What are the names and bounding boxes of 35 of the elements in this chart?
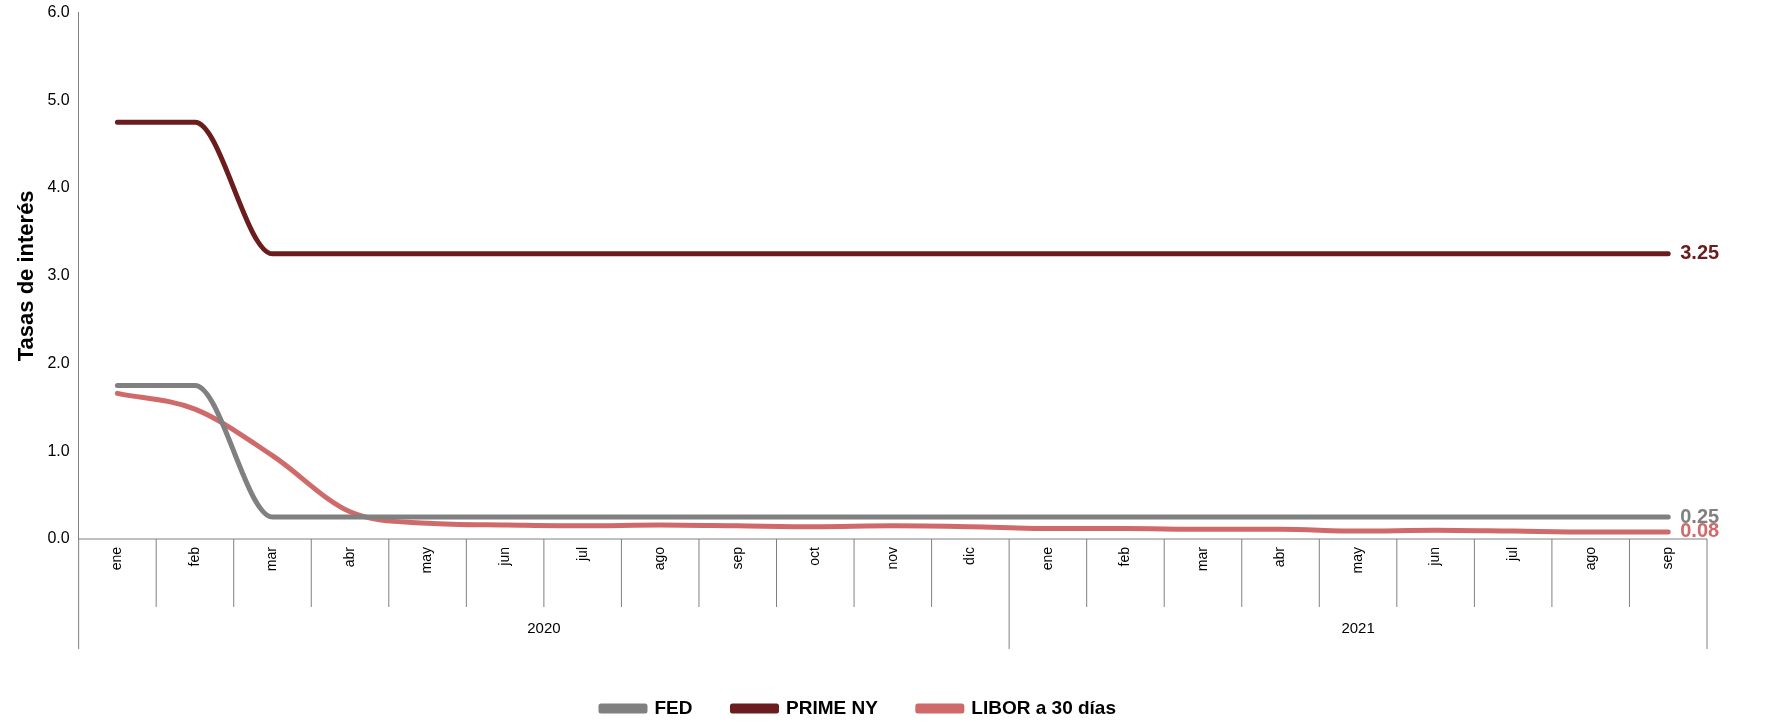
x-tick-label: jun xyxy=(495,547,512,567)
y-tick-label: 5.0 xyxy=(47,90,70,108)
x-tick-label: ago xyxy=(1581,546,1598,571)
text: 2021 xyxy=(1341,619,1375,637)
x-tick-label: ene xyxy=(108,546,125,571)
x-tick-label: oct xyxy=(806,546,823,566)
legend-label: FED xyxy=(654,696,693,718)
x-tick-label: feb xyxy=(185,546,202,567)
x-tick-label: nov xyxy=(883,547,900,570)
y-tick-label: 2.0 xyxy=(47,353,70,371)
x-tick-label: ene xyxy=(1038,546,1055,571)
x-tick-label: may xyxy=(418,547,435,574)
y-tick-label: 3.0 xyxy=(47,266,70,284)
x-tick-label: jul xyxy=(1504,547,1521,563)
x-tick-label: mar xyxy=(263,546,280,572)
x-tick-label: sep xyxy=(728,546,745,570)
x-tick-label: ago xyxy=(651,546,668,571)
legend-label: LIBOR a 30 días xyxy=(971,696,1117,718)
x-tick-label: may xyxy=(1348,547,1365,574)
y-axis-title: Tasas de interés xyxy=(13,190,39,362)
y-tick-label: 6.0 xyxy=(47,3,70,21)
text: 2020 xyxy=(527,619,561,637)
x-tick-label: sep xyxy=(1659,546,1676,570)
y-tick-label: 4.0 xyxy=(47,178,70,196)
legend-label: PRIME NY xyxy=(786,696,879,718)
x-tick-label: jun xyxy=(1426,547,1443,567)
y-tick-label: 0.0 xyxy=(47,529,70,547)
x-tick-label: dic xyxy=(961,547,978,565)
y-tick-label: 1.0 xyxy=(47,441,70,459)
x-tick-label: abr xyxy=(1271,546,1288,568)
x-tick-label: mar xyxy=(1193,546,1210,572)
x-tick-label: feb xyxy=(1116,546,1133,567)
data-label: 3.25 xyxy=(1680,241,1720,264)
x-tick-label: abr xyxy=(340,546,357,568)
x-tick-label: jul xyxy=(573,547,590,563)
